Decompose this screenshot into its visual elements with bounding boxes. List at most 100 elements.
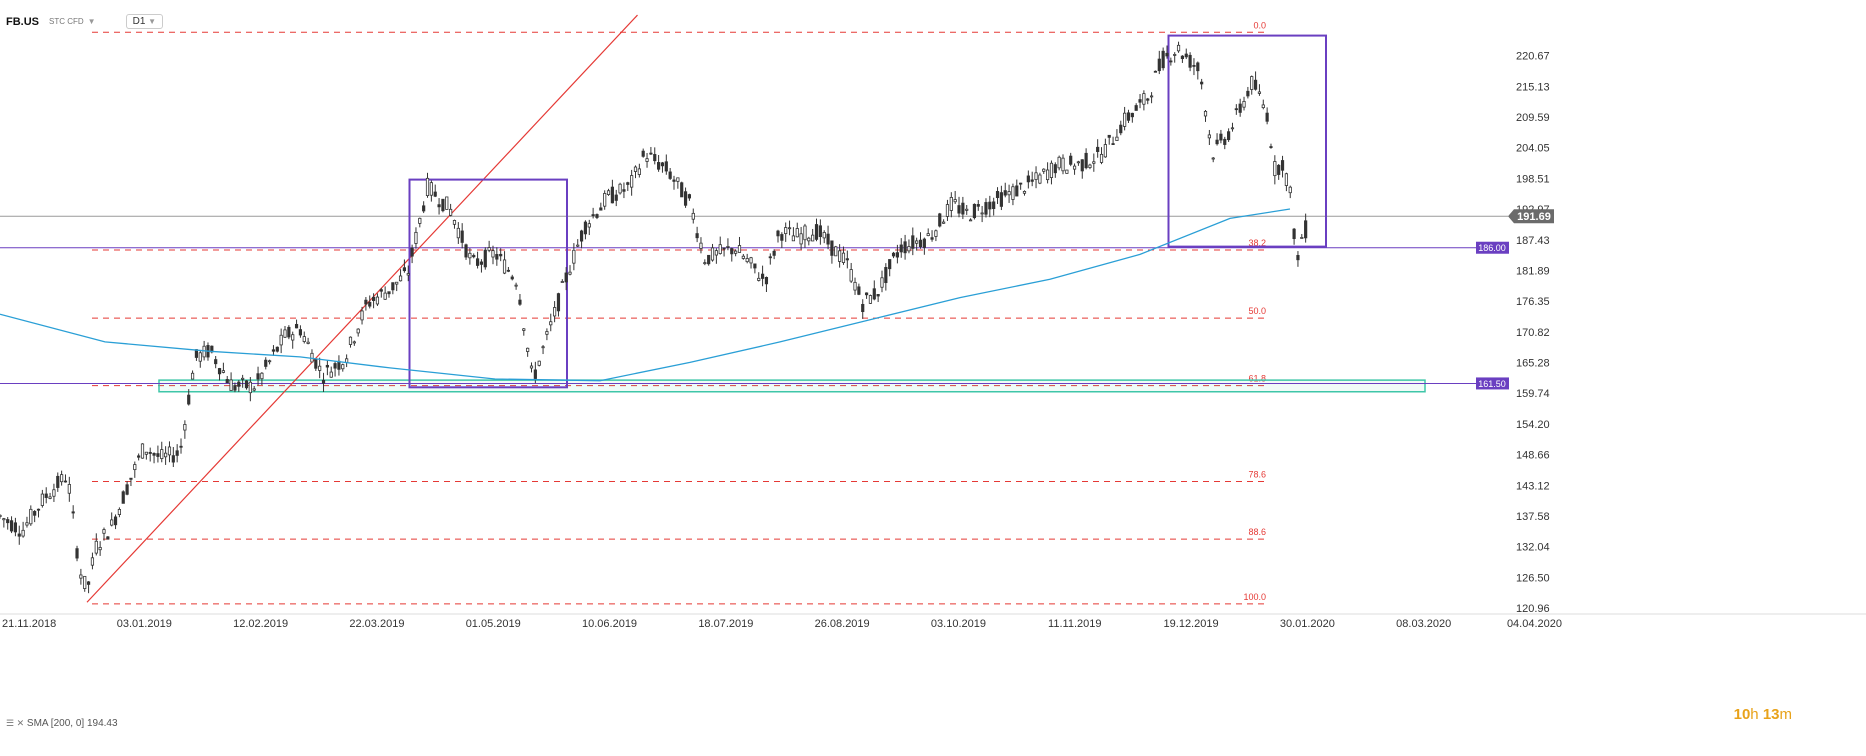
candle-body bbox=[553, 307, 557, 317]
indicator-icon: ☰ ✕ bbox=[6, 718, 25, 728]
candle-body bbox=[864, 292, 869, 296]
candle-body bbox=[1046, 169, 1050, 181]
timeframe-selector[interactable]: D1 ▼ bbox=[125, 14, 164, 29]
candle-body bbox=[137, 455, 141, 458]
candle-body bbox=[1026, 175, 1030, 183]
candle-body bbox=[1057, 156, 1061, 169]
candle-body bbox=[152, 452, 156, 456]
y-tick-label: 132.04 bbox=[1516, 542, 1550, 554]
chevron-down-icon: ▼ bbox=[148, 17, 157, 26]
candle-body bbox=[606, 190, 611, 195]
candle-body bbox=[395, 281, 399, 285]
y-tick-label: 154.20 bbox=[1516, 419, 1550, 431]
candle-body bbox=[830, 240, 834, 256]
candle-body bbox=[680, 182, 684, 198]
candle-body bbox=[56, 475, 60, 488]
candle-body bbox=[456, 227, 460, 239]
sma-indicator-label[interactable]: ☰ ✕ SMA [200, 0] 194.43 bbox=[6, 718, 118, 729]
fib-level-label: 78.6 bbox=[1248, 469, 1266, 479]
candle-body bbox=[321, 379, 326, 384]
candle-body bbox=[472, 255, 476, 258]
candle-body bbox=[429, 182, 433, 196]
candle-body bbox=[1176, 44, 1181, 52]
candle-body bbox=[545, 331, 549, 335]
candle-body bbox=[1153, 70, 1158, 73]
candle-body bbox=[13, 522, 17, 533]
candle-body bbox=[225, 379, 229, 384]
candle-body bbox=[129, 477, 133, 480]
candle-body bbox=[1215, 139, 1219, 145]
candle-body bbox=[526, 347, 530, 352]
candle-body bbox=[287, 326, 291, 338]
candle-body bbox=[1169, 60, 1173, 63]
timer-hours-unit: h bbox=[1750, 706, 1759, 723]
candle-body bbox=[737, 245, 742, 253]
candle-body bbox=[622, 189, 626, 192]
candle-body bbox=[418, 217, 422, 224]
symbol-dropdown-icon[interactable]: ▼ bbox=[87, 17, 96, 26]
candle-body bbox=[934, 230, 938, 237]
candle-body bbox=[533, 369, 537, 379]
candle-body bbox=[1123, 112, 1127, 127]
y-tick-label: 159.74 bbox=[1516, 388, 1550, 400]
candle-body bbox=[506, 269, 510, 272]
candle-body bbox=[687, 194, 692, 199]
candle-body bbox=[672, 179, 676, 182]
candle-body bbox=[618, 183, 622, 194]
y-tick-label: 204.05 bbox=[1516, 143, 1550, 155]
timer-minutes: 13 bbox=[1762, 706, 1780, 723]
candle-body bbox=[510, 276, 514, 280]
y-tick-label: 209.59 bbox=[1516, 112, 1550, 124]
fib-level-label: 100.0 bbox=[1243, 592, 1266, 602]
candle-body bbox=[1296, 255, 1300, 261]
candle-body bbox=[603, 193, 607, 207]
axes: 220.67215.13209.59204.05198.51192.97187.… bbox=[0, 51, 1866, 630]
candle-body bbox=[579, 230, 584, 242]
candle-body bbox=[1049, 162, 1054, 178]
candle-body bbox=[1223, 138, 1227, 145]
candle-body bbox=[1253, 79, 1258, 90]
x-tick-label: 10.06.2019 bbox=[582, 618, 637, 630]
candle-body bbox=[241, 377, 245, 380]
candlestick-series bbox=[0, 41, 1308, 594]
candle-body bbox=[811, 234, 815, 242]
candle-body bbox=[861, 303, 865, 313]
candle-body bbox=[841, 252, 846, 263]
candle-body bbox=[1173, 54, 1177, 56]
candle-body bbox=[676, 177, 680, 182]
symbol-subtype: STC CFD bbox=[49, 17, 84, 26]
candle-body bbox=[314, 358, 318, 369]
candle-body bbox=[703, 262, 707, 265]
fibonacci-levels: 0.0 38.2 50.0 61.8 78.6 88.6 100.0 bbox=[92, 20, 1268, 605]
fib-level-label: 61.8 bbox=[1248, 374, 1266, 384]
candle-body bbox=[776, 230, 780, 237]
candle-body bbox=[437, 204, 441, 208]
candle-body bbox=[1069, 155, 1073, 165]
candle-body bbox=[283, 329, 287, 338]
candle-body bbox=[968, 219, 973, 222]
price-level-tag-label: 186.00 bbox=[1478, 243, 1506, 253]
candle-body bbox=[1146, 98, 1150, 101]
candle-body bbox=[1304, 220, 1308, 239]
candle-body bbox=[79, 574, 83, 579]
candle-body bbox=[1096, 146, 1100, 152]
candle-body bbox=[591, 214, 595, 217]
y-tick-label: 220.67 bbox=[1516, 51, 1550, 63]
candle-body bbox=[244, 380, 249, 389]
candle-body bbox=[537, 360, 541, 366]
symbol-label[interactable]: FB.US bbox=[6, 15, 39, 28]
candle-body bbox=[953, 199, 957, 203]
candle-body bbox=[899, 244, 903, 253]
x-tick-label: 21.11.2018 bbox=[2, 618, 56, 630]
candle-body bbox=[125, 484, 129, 495]
candle-body bbox=[391, 282, 395, 291]
candle-body bbox=[691, 212, 695, 220]
x-tick-label: 04.04.2020 bbox=[1507, 618, 1562, 630]
candle-body bbox=[202, 345, 206, 358]
candle-body bbox=[144, 451, 148, 455]
candle-body bbox=[398, 275, 403, 282]
candle-body bbox=[17, 533, 21, 537]
candle-body bbox=[1107, 134, 1111, 138]
candle-timer: 10h 13m bbox=[1734, 706, 1792, 723]
